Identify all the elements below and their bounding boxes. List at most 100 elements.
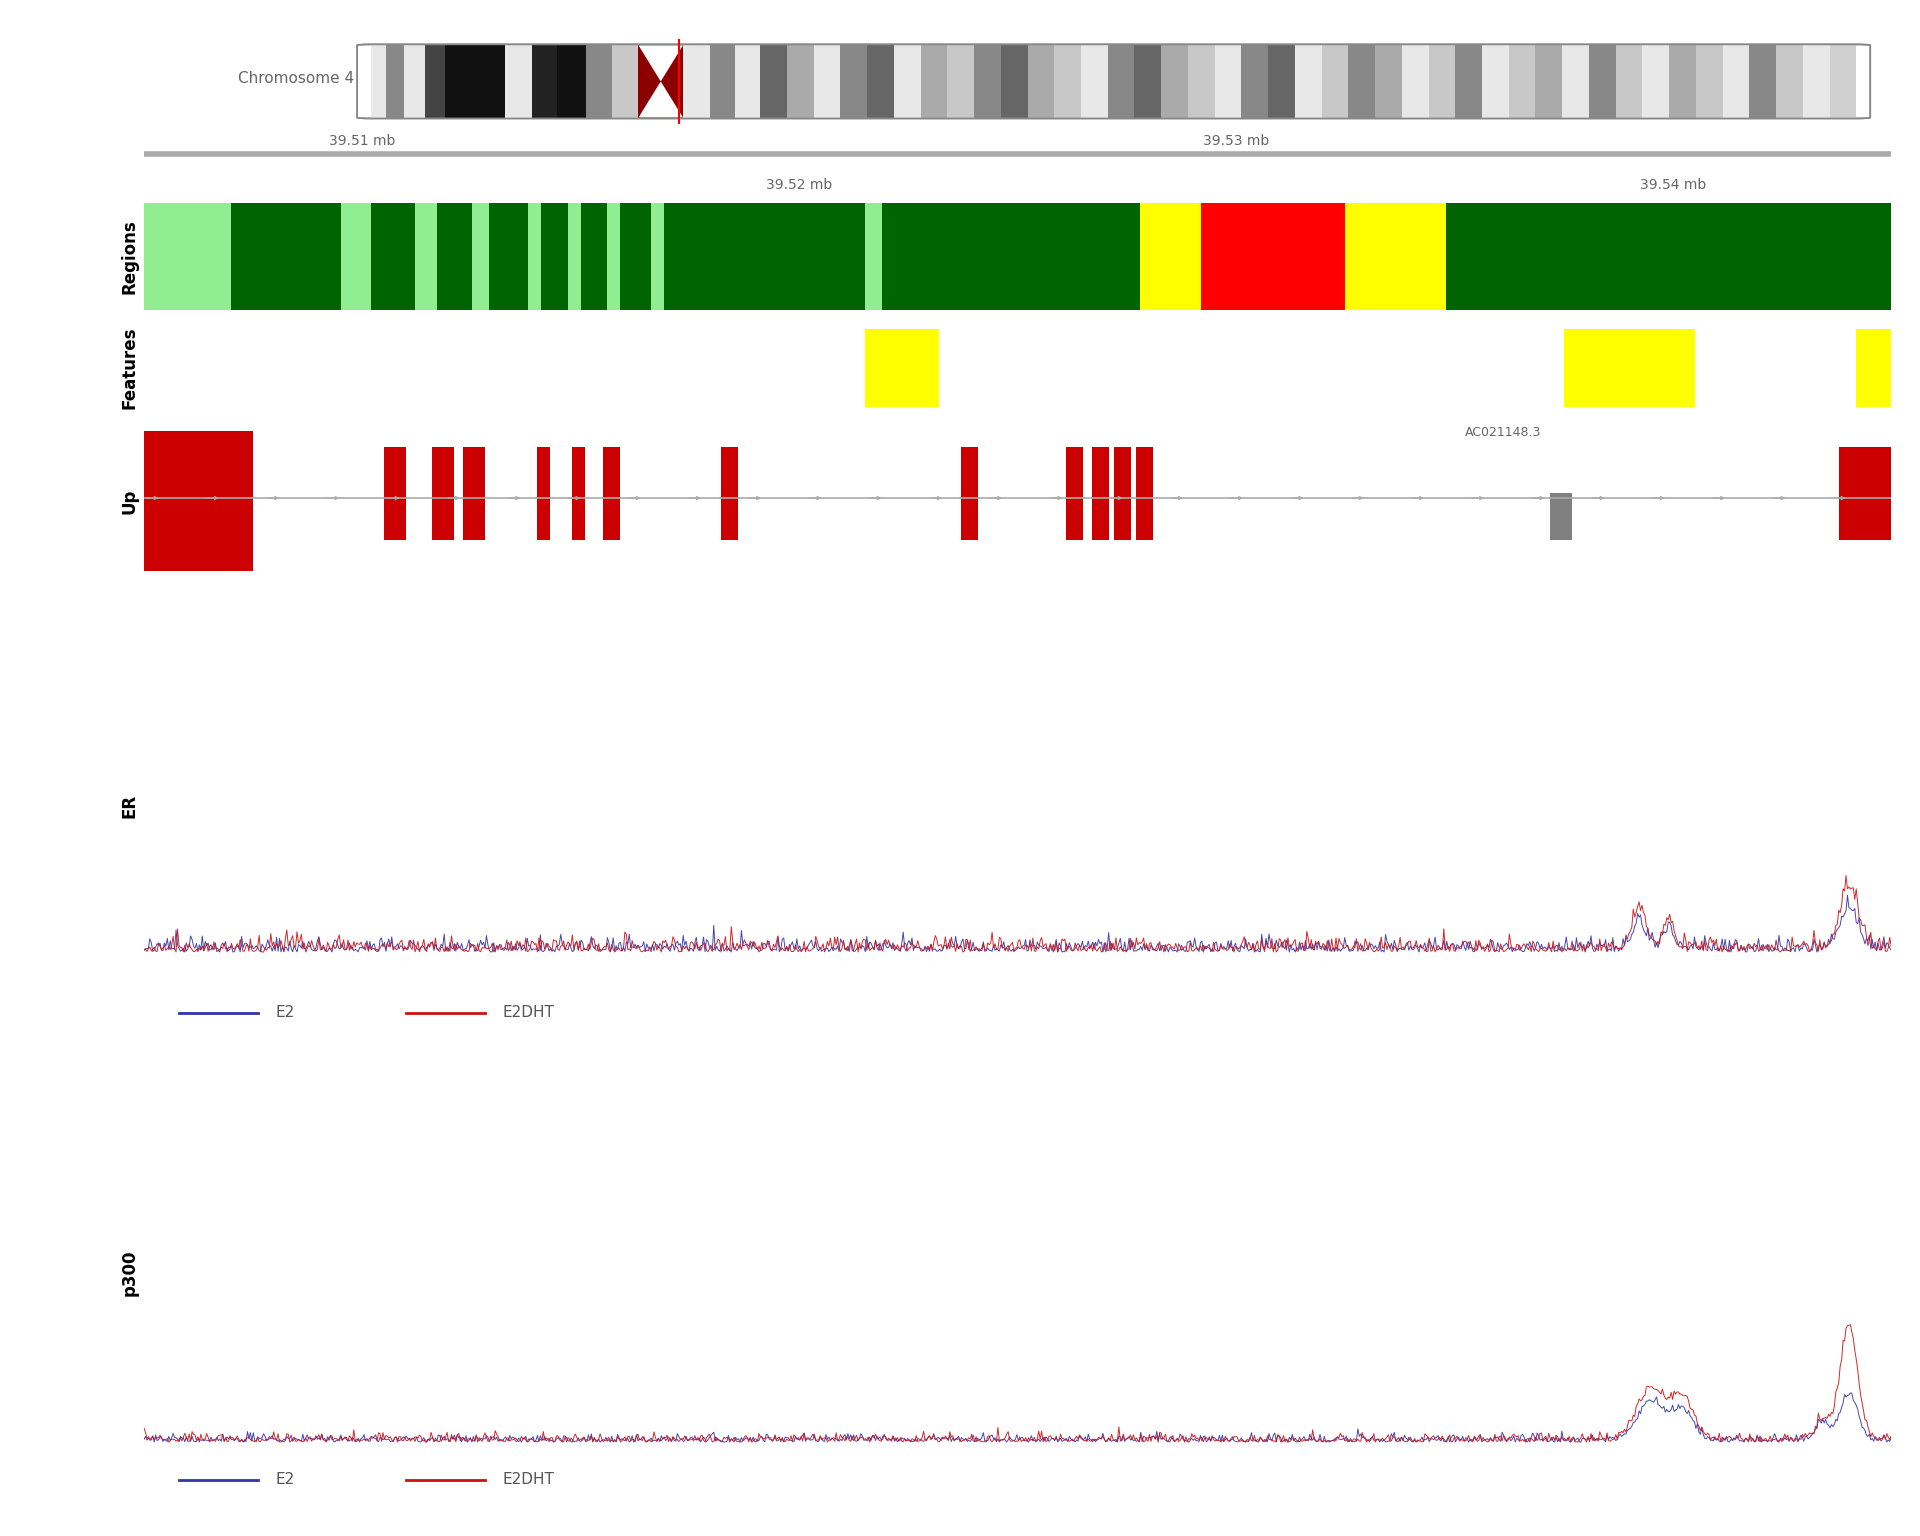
Bar	[735, 45, 760, 118]
Bar	[1455, 45, 1482, 118]
Bar	[1000, 45, 1027, 118]
Bar	[532, 45, 557, 118]
Bar	[505, 45, 532, 118]
Bar	[1642, 45, 1668, 118]
Bar	[1202, 203, 1346, 310]
Bar	[1027, 45, 1054, 118]
Bar	[490, 203, 528, 310]
Text: E2: E2	[275, 1005, 294, 1020]
Bar	[1162, 45, 1188, 118]
Bar	[1590, 45, 1615, 118]
Bar	[424, 45, 445, 118]
Bar	[144, 203, 232, 310]
Bar	[1092, 447, 1110, 541]
Bar	[568, 203, 582, 310]
Bar	[1803, 203, 1891, 310]
Text: p300: p300	[121, 1250, 138, 1296]
Bar	[881, 203, 1140, 310]
Bar	[651, 203, 664, 310]
Text: 39.51 mb: 39.51 mb	[328, 134, 396, 149]
Bar	[814, 45, 841, 118]
Text: ER: ER	[121, 794, 138, 817]
Text: AC021148.3: AC021148.3	[1465, 425, 1542, 439]
Bar	[528, 203, 541, 310]
Text: E2: E2	[275, 1471, 294, 1487]
Bar	[403, 45, 424, 118]
Bar	[1215, 45, 1242, 118]
Bar	[1668, 45, 1695, 118]
Bar	[973, 45, 1000, 118]
Bar	[760, 45, 787, 118]
Bar	[710, 45, 735, 118]
Bar	[1081, 45, 1108, 118]
Bar	[371, 45, 386, 118]
Bar	[1054, 45, 1081, 118]
Bar	[864, 329, 939, 407]
Bar	[868, 45, 895, 118]
Polygon shape	[639, 45, 684, 118]
Bar	[340, 203, 371, 310]
Bar	[386, 45, 403, 118]
Bar	[1695, 45, 1722, 118]
Bar	[1346, 203, 1446, 310]
Bar	[1140, 203, 1202, 310]
Bar	[920, 45, 947, 118]
Bar	[384, 447, 407, 541]
Bar	[895, 45, 920, 118]
FancyBboxPatch shape	[357, 45, 1870, 118]
Text: Regions: Regions	[121, 220, 138, 293]
Bar	[557, 45, 586, 118]
Bar	[1482, 45, 1509, 118]
Bar	[1830, 45, 1857, 118]
Text: Features: Features	[121, 327, 138, 409]
Bar	[639, 45, 684, 118]
Bar	[1615, 45, 1642, 118]
Bar	[472, 203, 490, 310]
Text: E2DHT: E2DHT	[503, 1471, 555, 1487]
Bar	[612, 45, 639, 118]
Text: E2DHT: E2DHT	[503, 1005, 555, 1020]
Bar	[463, 447, 484, 541]
Bar	[1446, 203, 1803, 310]
Bar	[664, 203, 864, 310]
Bar	[1188, 45, 1215, 118]
Bar	[538, 447, 551, 541]
Bar	[144, 432, 253, 571]
Bar	[1066, 447, 1083, 541]
Bar	[541, 203, 568, 310]
Text: Up: Up	[121, 488, 138, 515]
Bar	[1135, 45, 1162, 118]
Bar	[960, 447, 979, 541]
Bar	[1551, 493, 1572, 541]
Bar	[1749, 45, 1776, 118]
Bar	[1375, 45, 1402, 118]
Bar	[1348, 45, 1375, 118]
Text: 39.53 mb: 39.53 mb	[1202, 134, 1269, 149]
Bar	[432, 447, 455, 541]
Bar	[1108, 45, 1135, 118]
Bar	[586, 45, 612, 118]
Bar	[1563, 329, 1695, 407]
Text: 39.54 mb: 39.54 mb	[1640, 178, 1707, 192]
Bar	[864, 203, 881, 310]
Bar	[841, 45, 868, 118]
Bar	[1776, 45, 1803, 118]
Text: 39.52 mb: 39.52 mb	[766, 178, 833, 192]
Bar	[1722, 45, 1749, 118]
Bar	[1839, 447, 1891, 541]
Bar	[947, 45, 973, 118]
Bar	[1428, 45, 1455, 118]
Bar	[572, 447, 586, 541]
Bar	[1536, 45, 1563, 118]
Bar	[1402, 45, 1428, 118]
Bar	[720, 447, 737, 541]
Bar	[1267, 45, 1294, 118]
Bar	[478, 45, 505, 118]
Bar	[1114, 447, 1131, 541]
Bar	[415, 203, 436, 310]
Bar	[607, 203, 620, 310]
Bar	[1321, 45, 1348, 118]
Bar	[1857, 329, 1891, 407]
Bar	[1135, 447, 1154, 541]
Bar	[1294, 45, 1321, 118]
